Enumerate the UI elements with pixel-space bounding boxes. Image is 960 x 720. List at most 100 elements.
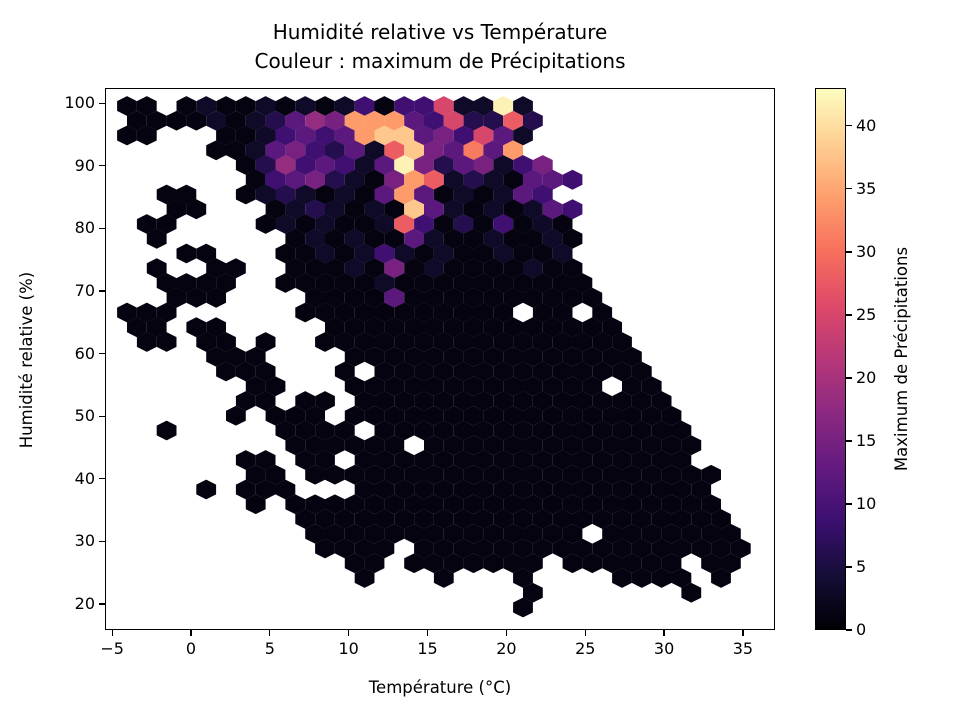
hexbin-cell xyxy=(641,405,662,426)
hexbin-cell xyxy=(384,494,405,515)
y-tick-mark xyxy=(99,227,105,230)
hexbin-cell xyxy=(295,391,316,411)
hexbin-cell xyxy=(493,96,514,116)
hexbin-cell xyxy=(443,287,464,308)
hexbin-cell xyxy=(374,243,395,264)
hexbin-cell xyxy=(265,169,286,190)
hexbin-cell xyxy=(354,125,375,146)
hexbin-cell xyxy=(305,287,325,308)
hexbin-cell xyxy=(592,332,613,352)
hexbin-cell xyxy=(463,523,484,544)
hexbin-cell xyxy=(582,346,603,367)
hexbin-cell xyxy=(651,420,672,441)
hexbin-cell xyxy=(483,346,504,367)
hexbin-cell xyxy=(364,258,385,279)
hexbin-cell xyxy=(433,361,454,382)
hexbin-cell xyxy=(295,302,316,323)
hexbin-cell xyxy=(622,464,642,485)
hexbin-cell xyxy=(275,479,296,500)
y-tick-label: 100 xyxy=(64,93,95,113)
hexbin-cell xyxy=(305,405,325,426)
x-tick-label: 15 xyxy=(417,639,438,658)
hexbin-cell xyxy=(483,228,504,249)
hexbin-cell xyxy=(344,287,365,308)
hexbin-cell xyxy=(443,435,464,456)
hexbin-cell xyxy=(622,523,642,544)
hexbin-cell xyxy=(285,228,306,249)
hexbin-cell xyxy=(325,169,345,190)
hexbin-cell xyxy=(414,361,434,382)
y-tick-mark xyxy=(99,290,105,292)
hexbin-cell xyxy=(216,361,236,382)
hexbin-cell xyxy=(592,479,613,500)
hexbin-cell xyxy=(562,553,583,574)
hexbin-cell xyxy=(384,169,405,190)
hexbin-cell xyxy=(701,494,721,515)
hexbin-cell xyxy=(404,494,424,515)
hexbin-cell xyxy=(641,376,662,397)
hexbin-cell xyxy=(493,361,514,382)
hexbin-cell xyxy=(226,258,246,279)
hexbin-cell xyxy=(443,464,464,485)
hexbin-cell xyxy=(245,464,266,485)
hexbin-cell xyxy=(473,125,494,146)
hexbin-cell xyxy=(483,199,504,220)
hexbin-cell xyxy=(730,538,751,559)
hexbin-cell xyxy=(463,494,484,515)
hexbin-cell xyxy=(572,509,593,529)
hexbin-cell xyxy=(404,258,424,279)
hexbin-cell xyxy=(315,450,335,470)
hexbin-cell xyxy=(374,538,395,559)
hexbin-cell xyxy=(216,96,236,116)
hexbin-cell xyxy=(315,420,335,441)
hexbin-cell xyxy=(661,523,682,544)
hexbin-cell xyxy=(315,332,335,352)
hexbin-cell xyxy=(344,317,365,338)
hexbin-cell xyxy=(582,553,603,574)
hexbin-cell xyxy=(206,258,226,279)
x-tick-label: −5 xyxy=(100,639,124,658)
colorbar-tick-mark xyxy=(846,377,852,379)
hexbin-cell xyxy=(433,450,454,470)
hexbin-cell xyxy=(691,538,712,559)
hexbin-cell xyxy=(295,214,316,234)
hexbin-cell xyxy=(443,553,464,574)
hexbin-cell xyxy=(542,317,563,338)
hexbin-cell xyxy=(404,376,424,397)
hexbin-cell xyxy=(414,184,434,205)
hexbin-cell xyxy=(473,479,494,500)
hexbin-cell xyxy=(186,317,207,338)
hexbin-cell xyxy=(354,184,375,205)
hexbin-cell xyxy=(433,184,454,205)
hexbin-cell xyxy=(443,228,464,249)
hexbin-cell xyxy=(206,110,226,131)
x-tick-mark xyxy=(742,630,744,636)
hexbin-cell xyxy=(384,140,405,161)
hexbin-cell xyxy=(433,332,454,352)
hexbin-cell xyxy=(334,302,355,323)
hexbin-cell xyxy=(414,420,434,441)
colorbar-tick-mark xyxy=(846,125,852,127)
hexbin-cell xyxy=(503,169,523,190)
hexbin-cell xyxy=(404,553,424,574)
hexbin-cell xyxy=(552,243,573,264)
hexbin-cell xyxy=(602,553,622,574)
hexbin-cell xyxy=(651,509,672,529)
hexbin-cell xyxy=(156,420,177,441)
hexbin-cell xyxy=(592,450,613,470)
hexbin-cell xyxy=(612,332,632,352)
hexbin-cell xyxy=(513,597,533,618)
hexbin-cell xyxy=(374,332,395,352)
hexbin-cell xyxy=(344,405,365,426)
hexbin-cell xyxy=(602,435,622,456)
hexbin-cell xyxy=(631,450,652,470)
hexbin-cell xyxy=(602,346,622,367)
hexbin-cell xyxy=(235,450,256,470)
y-tick-label: 50 xyxy=(74,406,95,426)
hexbin-cell xyxy=(117,302,137,323)
hexbin-cell xyxy=(344,376,365,397)
hexbin-cell xyxy=(542,376,563,397)
hexbin-cell xyxy=(622,376,642,397)
hexbin-cell xyxy=(364,199,385,220)
hexbin-cell xyxy=(562,287,583,308)
